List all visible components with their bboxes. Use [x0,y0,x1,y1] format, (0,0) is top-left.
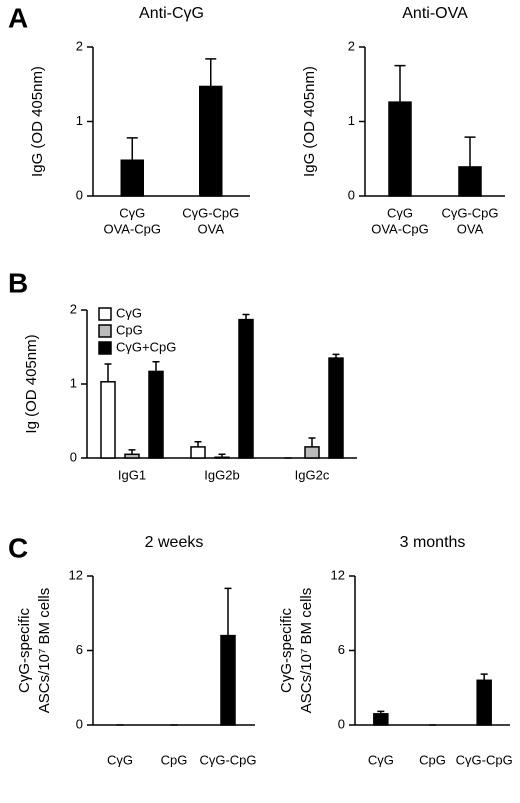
y-axis-label: IgG (OD 405nm) [301,66,318,177]
legend-swatch [98,324,112,338]
y-tick-label: 1 [70,375,77,390]
error-bar [480,673,488,681]
bar [199,85,223,197]
bar [304,446,320,459]
legend-label: CγG [116,305,142,320]
y-axis-label: ASCs/10⁷ BM cells [36,588,53,713]
x-tick-label: CγG-CpG [456,752,513,767]
bar [190,446,206,459]
x-tick-label: CγG-CpG [182,205,239,220]
bar [458,166,482,197]
x-tick-label: IgG2c [295,467,330,482]
x-tick-label: CpG [419,752,446,767]
bar [328,357,344,459]
y-axis-label: CγG-specific [278,607,295,693]
bar [476,679,492,726]
x-tick-label: OVA-CpG [371,221,429,236]
error-bar [224,587,232,636]
x-tick-label: OVA [457,221,484,236]
y-tick-label: 1 [76,113,83,128]
panel-label: B [8,267,28,298]
y-tick-label: 12 [69,567,83,582]
y-tick-label: 0 [348,187,355,202]
error-bar [332,353,340,359]
y-tick-label: 2 [348,38,355,53]
y-axis-label: ASCs/10⁷ BM cells [298,588,315,713]
x-tick-label: CγG [387,205,413,220]
y-tick-label: 12 [331,567,345,582]
x-tick-label: CγG [368,752,394,767]
error-bar [242,313,250,320]
error-bar [377,710,385,714]
bar [238,318,254,459]
error-bar [152,361,160,372]
chart-title: 3 months [400,534,466,551]
bar [100,381,116,459]
chart-title: Anti-OVA [402,5,468,22]
y-tick-label: 1 [348,113,355,128]
y-tick-label: 6 [338,642,345,657]
chart-title: Anti-CγG [139,5,204,22]
error-bar [308,437,316,447]
x-tick-label: IgG2b [204,467,239,482]
x-tick-label: CpG [161,752,188,767]
bar [373,713,389,726]
y-tick-label: 0 [76,716,83,731]
error-bar [194,440,202,447]
error-bar [218,453,226,458]
bar [388,101,412,197]
y-axis-label: IgG (OD 405nm) [29,66,46,177]
x-tick-label: CγG [107,752,133,767]
bar [124,453,140,459]
error-bar [394,64,406,103]
y-tick-label: 0 [338,716,345,731]
error-bar [464,136,476,167]
bar [120,159,144,197]
x-tick-label: IgG1 [118,467,146,482]
x-tick-label: CγG-CpG [441,205,498,220]
bar [214,456,230,459]
legend-swatch [98,341,112,355]
panel-label: A [8,2,28,33]
chart-title: 2 weeks [145,534,204,551]
x-tick-label: CγG [119,205,145,220]
y-tick-label: 0 [70,449,77,464]
y-tick-label: 2 [70,301,77,316]
x-tick-label: CγG-CpG [199,752,256,767]
y-tick-label: 6 [76,642,83,657]
error-bar [205,58,217,87]
error-bar [128,449,136,455]
error-bar [126,137,138,161]
y-axis-label: Ig (OD 405nm) [23,334,40,433]
x-tick-label: OVA [198,221,225,236]
x-tick-label: OVA-CpG [103,221,161,236]
legend-swatch [98,307,112,321]
bar [220,634,236,726]
bar [148,370,164,459]
panel-label: C [8,532,28,563]
y-axis-label: CγG-specific [16,607,33,693]
y-tick-label: 2 [76,38,83,53]
legend-label: CpG [116,322,143,337]
y-tick-label: 0 [76,187,83,202]
error-bar [104,363,112,382]
legend-label: CγG+CpG [116,339,176,354]
